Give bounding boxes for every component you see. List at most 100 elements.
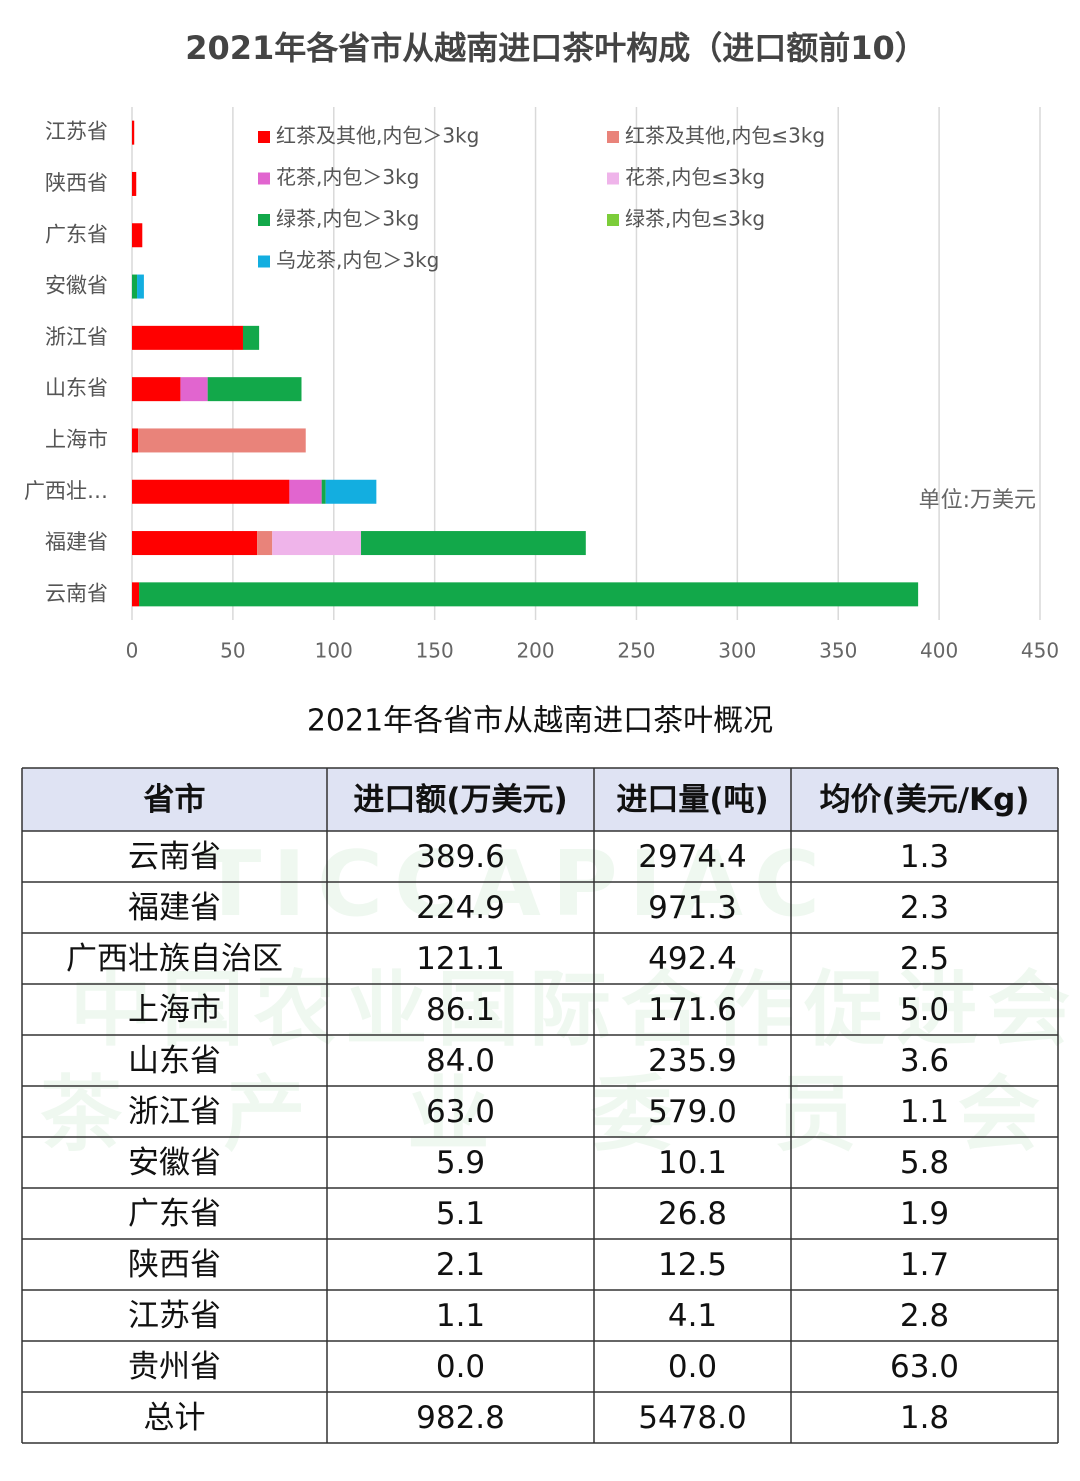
table-cell: 山东省 — [128, 1043, 221, 1079]
bar-segment — [132, 171, 137, 196]
table-cell: 2974.4 — [638, 839, 746, 875]
table-cell: 2.3 — [900, 890, 949, 926]
table-cell: 福建省 — [128, 890, 221, 926]
table-cell: 江苏省 — [128, 1298, 221, 1334]
legend-swatch — [607, 131, 619, 143]
table-header-bg — [22, 768, 1058, 831]
table-cell: 2.1 — [436, 1247, 485, 1283]
table-cell: 63.0 — [890, 1349, 959, 1385]
legend-swatch — [258, 214, 270, 226]
table-cell: 1.8 — [900, 1400, 949, 1436]
x-tick-label: 200 — [516, 639, 554, 663]
table-cell: 121.1 — [416, 941, 505, 977]
table-cell: 235.9 — [648, 1043, 737, 1079]
table-header-cell: 省市 — [144, 782, 206, 818]
bar-segment — [361, 531, 586, 556]
legend-label: 红茶及其他,内包＞3kg — [276, 124, 479, 148]
x-tick-label: 350 — [819, 639, 857, 663]
bar-segment — [132, 479, 290, 504]
table-cell: 5.9 — [436, 1145, 485, 1181]
table-header-cell: 均价(美元/Kg) — [820, 782, 1030, 818]
bar-segment — [132, 120, 135, 145]
x-tick-label: 100 — [315, 639, 353, 663]
table-cell: 5.0 — [900, 992, 949, 1028]
table-cell: 0.0 — [436, 1349, 485, 1385]
bar-segment — [137, 274, 144, 299]
x-tick-label: 150 — [416, 639, 454, 663]
bar-segment — [289, 479, 322, 504]
bar-segment — [132, 428, 139, 453]
bar-segment — [132, 274, 138, 299]
y-tick-label: 陕西省 — [45, 171, 108, 195]
table-cell: 1.1 — [900, 1094, 949, 1130]
bar-segment — [132, 223, 143, 248]
table-cell: 5478.0 — [638, 1400, 746, 1436]
watermark-text: TICCAPIAC — [200, 832, 820, 937]
table-cell: 86.1 — [426, 992, 495, 1028]
table-cell: 10.1 — [658, 1145, 727, 1181]
bar-segment — [138, 428, 306, 453]
y-tick-label: 浙江省 — [45, 325, 108, 349]
bar-segment — [207, 377, 302, 402]
legend-swatch — [607, 172, 619, 185]
table-cell: 总计 — [144, 1400, 206, 1436]
table-cell: 5.8 — [900, 1145, 949, 1181]
bar-segment — [257, 531, 273, 556]
bar-segment — [242, 325, 260, 350]
table-cell: 安徽省 — [128, 1145, 221, 1181]
chart-title: 2021年各省市从越南进口茶叶构成（进口额前10） — [185, 29, 927, 67]
x-tick-label: 250 — [617, 639, 655, 663]
table-cell: 浙江省 — [128, 1094, 221, 1130]
table-header-cell: 进口量(吨) — [616, 782, 768, 818]
table-cell: 492.4 — [648, 941, 737, 977]
table-cell: 1.3 — [900, 839, 949, 875]
x-tick-label: 50 — [220, 639, 245, 663]
table-cell: 4.1 — [668, 1298, 717, 1334]
bar-segment — [132, 325, 243, 350]
table-cell: 广东省 — [128, 1196, 221, 1232]
legend-label: 红茶及其他,内包≤3kg — [625, 124, 825, 148]
y-tick-label: 山东省 — [45, 376, 108, 400]
table-cell: 1.1 — [436, 1298, 485, 1334]
table-cell: 389.6 — [416, 839, 505, 875]
x-tick-label: 400 — [920, 639, 958, 663]
legend-label: 花茶,内包＞3kg — [276, 165, 419, 189]
table-cell: 63.0 — [426, 1094, 495, 1130]
table-header-cell: 进口额(万美元) — [353, 782, 567, 818]
y-tick-label: 云南省 — [45, 581, 108, 605]
legend-swatch — [258, 131, 270, 143]
bar-segment — [132, 377, 181, 402]
table-cell: 陕西省 — [128, 1247, 221, 1283]
x-tick-label: 0 — [126, 639, 139, 663]
legend-swatch — [258, 255, 270, 268]
table-cell: 982.8 — [416, 1400, 505, 1436]
y-tick-label: 广东省 — [45, 222, 108, 246]
y-tick-label: 福建省 — [45, 530, 108, 554]
x-tick-label: 450 — [1021, 639, 1059, 663]
legend-label: 绿茶,内包≤3kg — [625, 207, 765, 231]
bar-segment — [180, 377, 208, 402]
table-cell: 0.0 — [668, 1349, 717, 1385]
y-tick-label: 上海市 — [45, 427, 108, 451]
bar-segment — [325, 479, 377, 504]
table-cell: 3.6 — [900, 1043, 949, 1079]
table-cell: 上海市 — [128, 992, 221, 1028]
legend-label: 乌龙茶,内包＞3kg — [276, 248, 439, 272]
legend-label: 花茶,内包≤3kg — [625, 165, 765, 189]
table-cell: 5.1 — [436, 1196, 485, 1232]
table-cell: 广西壮族自治区 — [66, 941, 283, 977]
table-cell: 2.5 — [900, 941, 949, 977]
legend-swatch — [607, 214, 619, 226]
table-cell: 1.9 — [900, 1196, 949, 1232]
y-tick-label: 安徽省 — [45, 274, 108, 298]
x-tick-label: 300 — [718, 639, 756, 663]
table-cell: 579.0 — [648, 1094, 737, 1130]
table-cell: 贵州省 — [128, 1349, 221, 1385]
bar-segment — [272, 531, 362, 556]
legend-swatch — [258, 172, 270, 185]
y-tick-label: 广西壮… — [24, 479, 108, 503]
bar-segment — [139, 582, 919, 607]
table-cell: 971.3 — [648, 890, 737, 926]
unit-annotation: 单位:万美元 — [919, 488, 1036, 513]
